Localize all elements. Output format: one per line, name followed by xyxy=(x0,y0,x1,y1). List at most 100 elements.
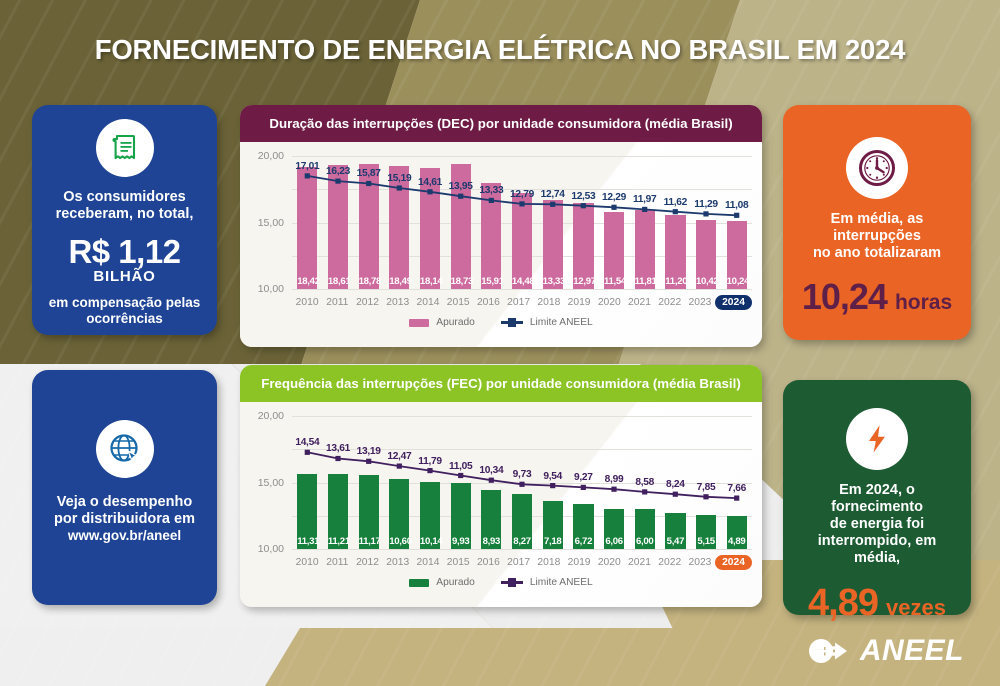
x-axis-tick-2017: 2017 xyxy=(507,296,531,308)
bar: 8,93 xyxy=(481,489,502,549)
page-title: FORNECIMENTO DE ENERGIA ELÉTRICA NO BRAS… xyxy=(94,34,906,65)
x-axis-tick-2014: 2014 xyxy=(416,556,440,568)
line-value-label: 9,27 xyxy=(574,472,593,484)
card-horas-unit: horas xyxy=(894,291,953,315)
bar-column: 14,48 xyxy=(507,156,538,289)
bar-value-label: 18,14 xyxy=(419,276,443,287)
line-value-label: 7,85 xyxy=(696,481,716,493)
line-value-label: 13,19 xyxy=(356,446,381,458)
bar-value-label: 15,91 xyxy=(481,276,504,287)
legend-swatch-line-icon xyxy=(500,578,523,587)
bar: 4,89 xyxy=(726,516,747,549)
card-site[interactable]: Veja o desempenho por distribuidora em w… xyxy=(32,370,217,605)
card-vezes-line2: de energia foi xyxy=(829,516,925,533)
bar: 9,93 xyxy=(450,482,471,549)
bar: 11,20 xyxy=(665,214,688,289)
clock-icon xyxy=(846,137,908,199)
x-axis-tick-2022: 2022 xyxy=(658,296,682,308)
card-vezes-line1: Em 2024, o fornecimento xyxy=(831,482,923,516)
line-value-label: 13,33 xyxy=(479,185,504,197)
legend-swatch-bar-icon xyxy=(409,318,430,327)
aneel-logo: ANEEL xyxy=(802,634,964,668)
bar-column: 10,60 xyxy=(384,416,415,549)
bar: 5,15 xyxy=(695,514,717,549)
bar-column: 6,06 xyxy=(599,416,630,549)
x-axis-tick-2011: 2011 xyxy=(326,556,349,568)
bar-value-label: 6,06 xyxy=(605,536,623,547)
bar-column: 9,93 xyxy=(445,416,476,549)
x-axis-tick-2015: 2015 xyxy=(446,296,470,308)
bar-column: 4,89 xyxy=(721,416,752,549)
bar: 18,61 xyxy=(327,165,351,289)
bar-column: 13,33 xyxy=(537,156,568,289)
bar-value-label: 4,89 xyxy=(728,536,746,547)
gridline: 15,00 xyxy=(258,449,752,489)
legend-item-apurado-fec: Apurado xyxy=(409,577,475,588)
card-compensacao-line2: receberam, no total, xyxy=(55,206,194,223)
line-value-label: 11,08 xyxy=(724,200,749,212)
line-value-label: 15,87 xyxy=(356,168,381,180)
x-axis-tick-2012: 2012 xyxy=(356,556,379,568)
bar-value-label: 11,31 xyxy=(297,536,320,547)
bar-value-label: 10,24 xyxy=(726,276,750,287)
x-axis-tick-2017: 2017 xyxy=(507,556,531,568)
line-value-label: 13,95 xyxy=(448,181,473,193)
y-axis-tick: 10,00 xyxy=(257,543,284,555)
bar: 15,91 xyxy=(481,183,504,289)
legend-label-limite: Limite ANEEL xyxy=(529,317,593,328)
legend-item-apurado-dec: Apurado xyxy=(409,317,475,328)
x-axis-tick-2010: 2010 xyxy=(295,296,319,308)
card-compensacao-value: R$ 1,12 xyxy=(68,233,181,271)
bar-column: 5,47 xyxy=(660,416,691,549)
bar: 6,06 xyxy=(603,508,625,549)
bar-column: 5,15 xyxy=(691,416,722,549)
x-axis-tick-2023: 2023 xyxy=(688,556,712,568)
card-vezes-line3: interrompido, em média, xyxy=(817,533,937,567)
x-axis-tick-2016: 2016 xyxy=(476,556,500,568)
bar-value-label: 11,54 xyxy=(603,276,626,287)
x-axis-tick-2020: 2020 xyxy=(597,556,621,568)
bar: 18,78 xyxy=(358,164,381,289)
bar: 10,60 xyxy=(389,478,412,549)
line-value-label: 9,73 xyxy=(512,469,532,481)
card-horas-value: 10,24 xyxy=(801,276,888,318)
bar-value-label: 13,33 xyxy=(542,276,566,287)
x-axis-tick-2019: 2019 xyxy=(567,556,591,568)
bar-value-label: 5,47 xyxy=(666,536,685,547)
bar-column: 8,27 xyxy=(507,416,538,549)
line-value-label: 10,34 xyxy=(479,465,504,477)
bar-value-label: 11,81 xyxy=(634,276,657,287)
gridline: 20,00 xyxy=(258,410,752,422)
bar-column: 6,72 xyxy=(568,416,599,549)
x-axis-tick-2023: 2023 xyxy=(688,296,712,308)
bar-column: 10,42 xyxy=(691,156,722,289)
card-compensacao-foot2: ocorrências xyxy=(86,311,163,327)
bar: 8,27 xyxy=(511,494,533,549)
bar: 10,24 xyxy=(726,220,750,289)
bar: 11,81 xyxy=(634,210,657,289)
bar: 11,21 xyxy=(327,474,350,549)
bar: 11,54 xyxy=(603,212,626,289)
legend-item-limite-fec: Limite ANEEL xyxy=(500,577,593,588)
gridline: 0,00 xyxy=(292,549,752,550)
card-site-url[interactable]: www.gov.br/aneel xyxy=(67,528,182,544)
bar-column: 6,00 xyxy=(629,416,660,549)
card-compensacao-unit: BILHÃO xyxy=(93,268,156,286)
bar-column: 11,31 xyxy=(292,416,323,549)
line-value-label: 16,23 xyxy=(326,166,350,178)
bar: 10,42 xyxy=(695,219,719,289)
gridline: 0,00 xyxy=(292,289,752,290)
bar-value-label: 18,42 xyxy=(297,276,320,287)
bar-column: 8,93 xyxy=(476,416,507,549)
background-bottom-band-left xyxy=(0,628,300,686)
line-value-label: 17,01 xyxy=(295,160,320,172)
line-value-label: 12,47 xyxy=(387,451,412,463)
line-value-label: 11,05 xyxy=(448,460,473,472)
bar-column: 10,24 xyxy=(721,156,752,289)
bar-column: 11,81 xyxy=(629,156,660,289)
bar: 12,97 xyxy=(573,202,596,289)
bar-value-label: 11,20 xyxy=(665,276,688,287)
bar: 11,31 xyxy=(297,473,320,549)
